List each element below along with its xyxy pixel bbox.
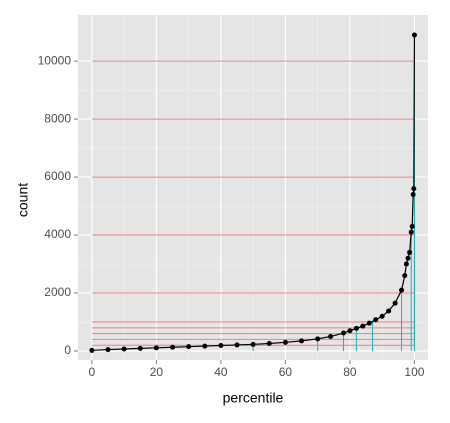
point (403, 261, 409, 267)
point (411, 32, 417, 38)
point (299, 338, 305, 344)
point (234, 342, 240, 348)
point (373, 317, 379, 323)
y-axis-label: count (15, 183, 31, 217)
point (282, 339, 288, 345)
point (360, 323, 366, 329)
point (399, 287, 405, 293)
point (402, 273, 408, 279)
point (366, 320, 372, 326)
x-tick-label: 0 (89, 365, 96, 379)
y-tick-label: 2000 (44, 285, 71, 299)
y-tick-label: 0 (64, 343, 71, 357)
x-tick-label: 80 (343, 365, 357, 379)
x-tick-label: 60 (279, 365, 293, 379)
point (202, 343, 208, 349)
point (186, 344, 192, 350)
point (409, 223, 415, 229)
point (105, 347, 111, 353)
x-tick-label: 100 (404, 365, 424, 379)
point (386, 308, 392, 314)
y-tick-label: 4000 (44, 227, 71, 241)
point (411, 186, 417, 192)
point (218, 343, 224, 349)
x-tick-label: 20 (150, 365, 164, 379)
point (407, 249, 413, 255)
point (392, 300, 398, 306)
point (315, 336, 321, 342)
y-tick-label: 8000 (44, 111, 71, 125)
point (153, 345, 159, 351)
point (170, 344, 176, 350)
point (347, 328, 353, 334)
point (353, 325, 359, 331)
x-axis-label: percentile (223, 390, 284, 406)
point (121, 346, 127, 352)
point (137, 345, 143, 351)
point (89, 347, 95, 353)
point (410, 191, 416, 197)
point (408, 229, 414, 235)
point (405, 255, 411, 261)
y-tick-label: 6000 (44, 169, 71, 183)
point (250, 341, 256, 347)
point (266, 340, 272, 346)
x-tick-label: 40 (214, 365, 228, 379)
point (340, 330, 346, 336)
point (379, 313, 385, 319)
point (328, 334, 334, 340)
y-tick-label: 10000 (38, 53, 72, 67)
